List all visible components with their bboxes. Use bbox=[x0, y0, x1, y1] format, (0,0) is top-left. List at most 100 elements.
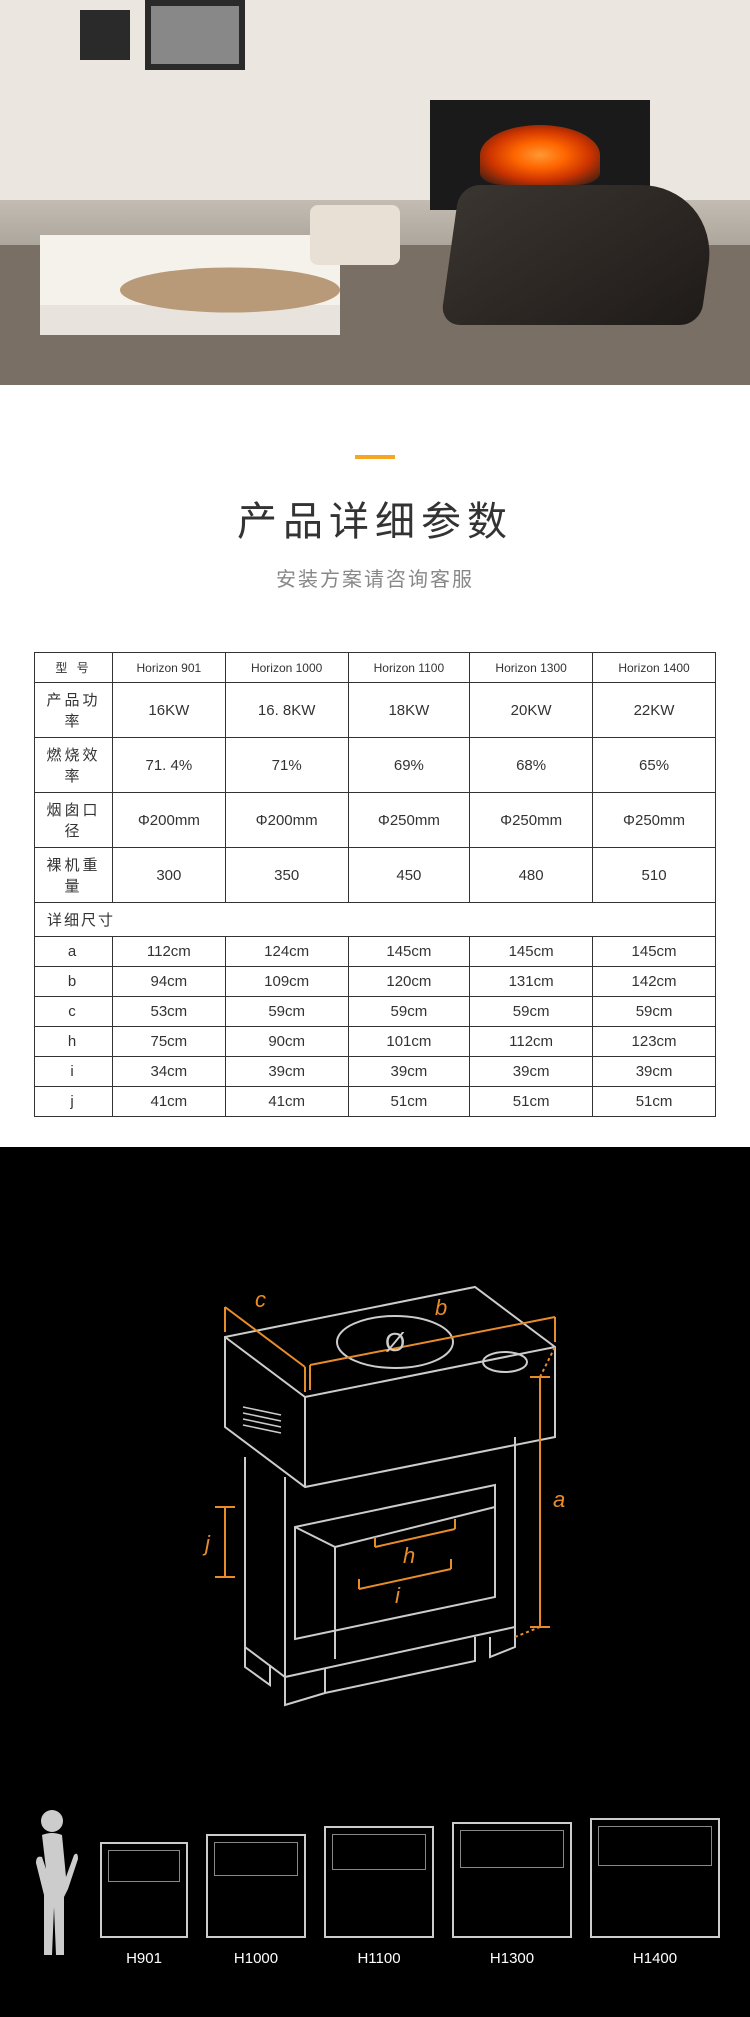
table-cell: 124cm bbox=[225, 937, 348, 967]
row-label: 燃烧效率 bbox=[35, 738, 113, 793]
diagram-label-b: b bbox=[435, 1295, 447, 1320]
model-rect bbox=[324, 1826, 434, 1938]
hero-rug bbox=[120, 268, 340, 313]
table-row: c53cm59cm59cm59cm59cm bbox=[35, 997, 716, 1027]
detail-header-cell: 详细尺寸 bbox=[35, 903, 716, 937]
model-rect bbox=[206, 1834, 306, 1938]
diagram-label-i: i bbox=[395, 1583, 401, 1608]
model-size-box: H1300 bbox=[452, 1822, 572, 1967]
table-cell: 51cm bbox=[470, 1087, 593, 1117]
table-cell: 59cm bbox=[225, 997, 348, 1027]
table-cell: 39cm bbox=[348, 1057, 470, 1087]
model-size-box: H901 bbox=[100, 1842, 188, 1967]
table-row: 燃烧效率71. 4%71%69%68%65% bbox=[35, 738, 716, 793]
table-cell: 69% bbox=[348, 738, 470, 793]
table-cell: 300 bbox=[113, 848, 226, 903]
hero-fire bbox=[480, 125, 600, 185]
table-cell: 59cm bbox=[593, 997, 716, 1027]
model-size-box: H1100 bbox=[324, 1826, 434, 1967]
table-cell: 142cm bbox=[593, 967, 716, 997]
hero-frame-small bbox=[80, 10, 130, 60]
table-cell: 350 bbox=[225, 848, 348, 903]
row-label: c bbox=[35, 997, 113, 1027]
table-row: 烟囱口径Φ200mmΦ200mmΦ250mmΦ250mmΦ250mm bbox=[35, 793, 716, 848]
spec-table: 型 号 Horizon 901 Horizon 1000 Horizon 110… bbox=[34, 652, 716, 1117]
table-row: a112cm124cm145cm145cm145cm bbox=[35, 937, 716, 967]
table-cell: 75cm bbox=[113, 1027, 226, 1057]
table-cell: 53cm bbox=[113, 997, 226, 1027]
table-cell: 123cm bbox=[593, 1027, 716, 1057]
row-label: 产品功率 bbox=[35, 683, 113, 738]
model-size-label: H901 bbox=[126, 1950, 162, 1967]
size-comparison-row: H901 H1000H1100 H1300 H1400 bbox=[0, 1767, 750, 1987]
table-header-row: 型 号 Horizon 901 Horizon 1000 Horizon 110… bbox=[35, 653, 716, 683]
table-cell: Φ250mm bbox=[348, 793, 470, 848]
table-row: b94cm109cm120cm131cm142cm bbox=[35, 967, 716, 997]
table-cell: 145cm bbox=[470, 937, 593, 967]
hero-frame-large bbox=[145, 0, 245, 70]
table-cell: 41cm bbox=[225, 1087, 348, 1117]
table-cell: 18KW bbox=[348, 683, 470, 738]
table-cell: 112cm bbox=[470, 1027, 593, 1057]
table-cell: 41cm bbox=[113, 1087, 226, 1117]
row-label: h bbox=[35, 1027, 113, 1057]
table-cell: 450 bbox=[348, 848, 470, 903]
table-cell: 39cm bbox=[470, 1057, 593, 1087]
diagram-section: c b a j h i Ø H901H1000H1100H1300H1400 bbox=[0, 1147, 750, 2017]
diagram-label-phi: Ø bbox=[385, 1327, 405, 1357]
model-size-box: H1400 bbox=[590, 1818, 720, 1967]
table-cell: 39cm bbox=[593, 1057, 716, 1087]
model-rect bbox=[590, 1818, 720, 1938]
model-size-label: H1400 bbox=[633, 1950, 677, 1967]
page-title: 产品详细参数 bbox=[0, 489, 750, 547]
table-row: j41cm41cm51cm51cm51cm bbox=[35, 1087, 716, 1117]
table-cell: Φ250mm bbox=[470, 793, 593, 848]
model-rect-inset bbox=[460, 1830, 564, 1868]
table-row: h75cm90cm101cm112cm123cm bbox=[35, 1027, 716, 1057]
table-cell: 112cm bbox=[113, 937, 226, 967]
model-size-label: H1300 bbox=[490, 1950, 534, 1967]
detail-header-row: 详细尺寸 bbox=[35, 903, 716, 937]
table-cell: 120cm bbox=[348, 967, 470, 997]
page-subtitle: 安装方案请咨询客服 bbox=[0, 563, 750, 592]
model-col-4: Horizon 1400 bbox=[593, 653, 716, 683]
table-cell: 68% bbox=[470, 738, 593, 793]
diagram-label-c: c bbox=[255, 1287, 266, 1312]
accent-divider bbox=[355, 455, 395, 459]
row-label: i bbox=[35, 1057, 113, 1087]
table-cell: 59cm bbox=[470, 997, 593, 1027]
table-cell: 16. 8KW bbox=[225, 683, 348, 738]
table-cell: 480 bbox=[470, 848, 593, 903]
model-rect-inset bbox=[332, 1834, 426, 1870]
table-cell: Φ200mm bbox=[225, 793, 348, 848]
table-cell: 51cm bbox=[593, 1087, 716, 1117]
table-cell: 16KW bbox=[113, 683, 226, 738]
diagram-label-a: a bbox=[553, 1487, 565, 1512]
table-cell: 59cm bbox=[348, 997, 470, 1027]
model-rect-inset bbox=[598, 1826, 712, 1866]
diagram-label-j: j bbox=[202, 1531, 211, 1556]
table-cell: 510 bbox=[593, 848, 716, 903]
row-label: b bbox=[35, 967, 113, 997]
model-rect-inset bbox=[108, 1850, 180, 1882]
row-label: 裸机重量 bbox=[35, 848, 113, 903]
table-cell: 145cm bbox=[593, 937, 716, 967]
table-cell: 71. 4% bbox=[113, 738, 226, 793]
table-cell: 71% bbox=[225, 738, 348, 793]
model-rect bbox=[452, 1822, 572, 1938]
header-model-label: 型 号 bbox=[35, 653, 113, 683]
row-label: j bbox=[35, 1087, 113, 1117]
hero-lifestyle-image bbox=[0, 0, 750, 385]
table-cell: Φ200mm bbox=[113, 793, 226, 848]
model-size-box: H1000 bbox=[206, 1834, 306, 1967]
table-cell: 65% bbox=[593, 738, 716, 793]
table-row: 产品功率16KW16. 8KW18KW20KW22KW bbox=[35, 683, 716, 738]
table-cell: Φ250mm bbox=[593, 793, 716, 848]
model-rect bbox=[100, 1842, 188, 1938]
table-cell: 20KW bbox=[470, 683, 593, 738]
table-cell: 39cm bbox=[225, 1057, 348, 1087]
person-silhouette-icon bbox=[30, 1807, 82, 1967]
table-cell: 145cm bbox=[348, 937, 470, 967]
hero-chair bbox=[440, 185, 720, 325]
model-col-1: Horizon 1000 bbox=[225, 653, 348, 683]
